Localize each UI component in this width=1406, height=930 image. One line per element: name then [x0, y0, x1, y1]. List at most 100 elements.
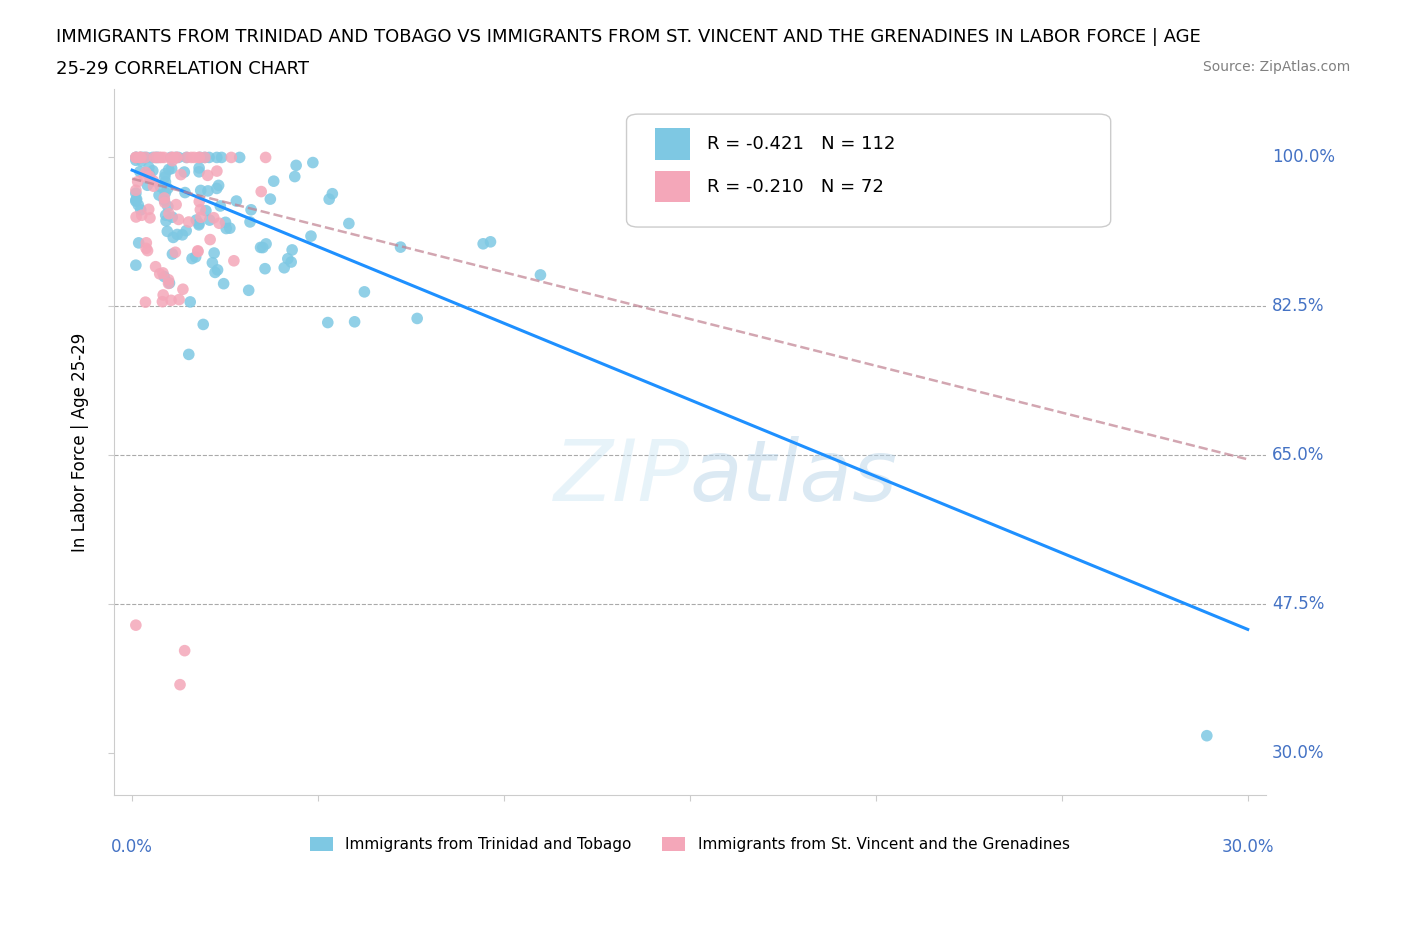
- Text: 0.0%: 0.0%: [111, 838, 153, 856]
- Point: [155, 207, 177, 222]
- Point: [250, 184, 273, 199]
- Point: [207, 178, 229, 193]
- Legend: Immigrants from Trinidad and Tobago, Immigrants from St. Vincent and the Grenadi: Immigrants from Trinidad and Tobago, Imm…: [304, 830, 1076, 858]
- Point: [184, 249, 207, 264]
- Point: [138, 168, 160, 183]
- Point: [252, 240, 274, 255]
- Point: [254, 236, 277, 251]
- Point: [225, 193, 247, 208]
- Point: [143, 150, 166, 165]
- Text: 47.5%: 47.5%: [1272, 595, 1324, 613]
- Point: [125, 150, 148, 165]
- Point: [188, 150, 211, 165]
- Point: [202, 210, 225, 225]
- Point: [160, 161, 183, 176]
- Point: [177, 347, 200, 362]
- Point: [129, 150, 152, 165]
- Point: [187, 218, 209, 232]
- FancyBboxPatch shape: [655, 170, 690, 203]
- Point: [125, 192, 148, 206]
- Point: [207, 262, 229, 277]
- Point: [187, 244, 209, 259]
- Point: [146, 150, 169, 165]
- Point: [155, 213, 177, 228]
- Point: [149, 266, 172, 281]
- Point: [125, 193, 148, 208]
- Point: [187, 150, 209, 165]
- Point: [167, 292, 190, 307]
- Point: [170, 167, 193, 182]
- Point: [202, 246, 225, 260]
- Point: [138, 202, 160, 217]
- Text: 30.0%: 30.0%: [1222, 838, 1274, 856]
- Point: [181, 251, 204, 266]
- Point: [145, 259, 167, 274]
- Point: [165, 197, 187, 212]
- Point: [152, 287, 174, 302]
- Point: [249, 240, 271, 255]
- Point: [180, 150, 202, 165]
- Point: [135, 150, 157, 165]
- Point: [128, 165, 150, 179]
- Point: [167, 150, 190, 165]
- Point: [127, 197, 149, 212]
- Point: [125, 183, 148, 198]
- Y-axis label: In Labor Force | Age 25-29: In Labor Force | Age 25-29: [72, 333, 89, 551]
- Point: [142, 174, 165, 189]
- Text: Source: ZipAtlas.com: Source: ZipAtlas.com: [1202, 60, 1350, 74]
- Text: 82.5%: 82.5%: [1272, 298, 1324, 315]
- Point: [299, 229, 322, 244]
- Point: [228, 150, 250, 165]
- Point: [125, 150, 148, 165]
- Point: [222, 253, 245, 268]
- Point: [198, 213, 221, 228]
- Point: [162, 150, 184, 165]
- Point: [337, 216, 360, 231]
- Point: [125, 193, 148, 207]
- Point: [174, 223, 197, 238]
- Point: [302, 155, 325, 170]
- Point: [150, 150, 173, 165]
- Point: [219, 150, 242, 165]
- Text: R = -0.210   N = 72: R = -0.210 N = 72: [707, 178, 884, 196]
- Point: [162, 246, 184, 261]
- Point: [156, 224, 179, 239]
- Point: [128, 150, 150, 165]
- Point: [284, 169, 307, 184]
- Point: [135, 241, 157, 256]
- Point: [205, 164, 228, 179]
- Point: [174, 185, 197, 200]
- Text: 100.0%: 100.0%: [1272, 149, 1336, 166]
- Point: [172, 282, 194, 297]
- Point: [205, 150, 228, 165]
- Point: [259, 192, 281, 206]
- Point: [146, 150, 169, 165]
- Point: [134, 150, 156, 165]
- Point: [186, 213, 208, 228]
- Point: [253, 261, 276, 276]
- Point: [187, 244, 209, 259]
- Point: [157, 162, 180, 177]
- Point: [153, 269, 176, 284]
- Point: [166, 227, 188, 242]
- Point: [155, 175, 177, 190]
- Point: [136, 243, 159, 258]
- Point: [529, 268, 551, 283]
- Point: [273, 260, 295, 275]
- Point: [176, 150, 198, 165]
- Point: [254, 150, 277, 165]
- Point: [239, 215, 262, 230]
- Point: [188, 161, 211, 176]
- FancyBboxPatch shape: [655, 128, 690, 160]
- Point: [215, 221, 238, 236]
- Point: [343, 314, 366, 329]
- Point: [125, 150, 148, 165]
- Point: [389, 240, 412, 255]
- Point: [160, 153, 183, 168]
- Point: [160, 150, 183, 165]
- Point: [129, 153, 152, 168]
- Point: [129, 150, 152, 165]
- Point: [125, 258, 148, 272]
- Point: [238, 283, 260, 298]
- Point: [280, 255, 302, 270]
